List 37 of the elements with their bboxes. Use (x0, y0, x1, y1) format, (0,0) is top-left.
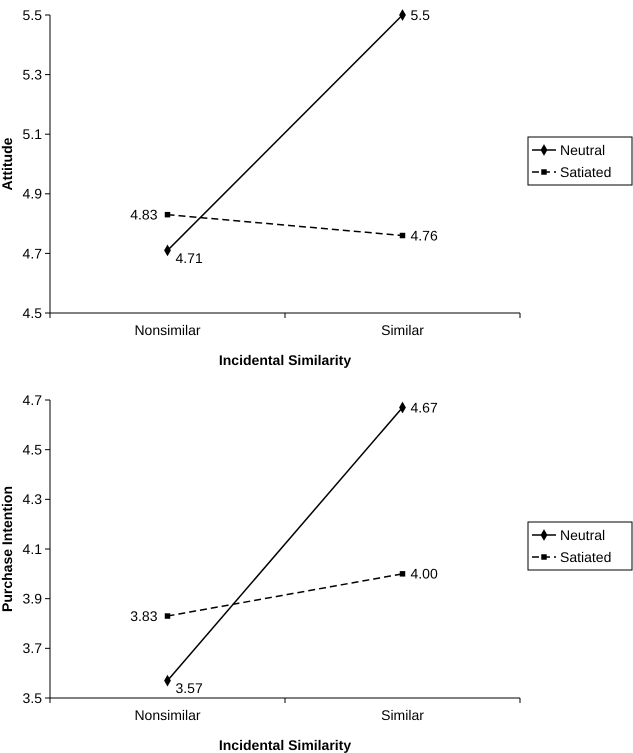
data-label: 4.83 (130, 206, 158, 223)
data-label: 4.71 (176, 250, 203, 266)
legend-label: Neutral (560, 526, 606, 543)
legend-label: Neutral (560, 142, 606, 158)
y-tick-label: 3.7 (22, 640, 42, 656)
y-axis-title: Purchase Intention (0, 486, 15, 612)
x-tick-label: Nonsimilar (134, 707, 201, 723)
point (164, 212, 170, 218)
y-tick-label: 4.7 (22, 245, 42, 262)
x-axis-title: Incidental Similarity (218, 737, 352, 753)
data-label: 3.83 (130, 608, 158, 624)
x-tick-label: Nonsimilar (134, 322, 201, 338)
y-tick-label: 4.9 (22, 186, 42, 202)
y-tick-label: 4.5 (22, 304, 42, 321)
point (400, 571, 406, 577)
data-label: 4.00 (410, 566, 438, 582)
y-tick-label: 5.1 (22, 126, 42, 142)
data-label: 4.76 (410, 227, 438, 244)
legend-label: Satiated (560, 548, 612, 565)
y-tick-label: 4.7 (22, 392, 42, 408)
legend-label: Satiated (560, 164, 612, 180)
x-tick-label: Similar (381, 707, 424, 723)
y-axis-title: Attitude (0, 137, 15, 190)
y-tick-label: 4.3 (22, 491, 42, 508)
data-label: 4.67 (410, 399, 438, 416)
x-axis-title: Incidental Similarity (218, 352, 352, 368)
y-tick-label: 4.5 (22, 442, 42, 458)
y-tick-label: 3.5 (22, 690, 42, 706)
y-tick-label: 5.3 (22, 66, 42, 82)
x-tick-label: Similar (381, 322, 424, 338)
y-tick-label: 5.5 (22, 6, 42, 23)
y-tick-label: 3.9 (22, 590, 42, 607)
point (400, 232, 406, 238)
y-tick-label: 4.1 (22, 540, 42, 557)
data-label: 5.5 (410, 6, 430, 23)
data-label: 3.57 (176, 680, 203, 696)
point (164, 613, 170, 619)
